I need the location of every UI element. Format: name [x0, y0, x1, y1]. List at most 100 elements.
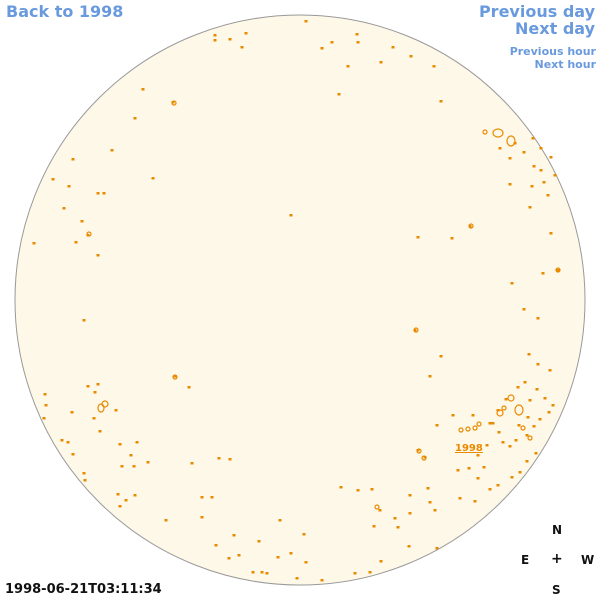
- contour-dash: [549, 232, 553, 235]
- contour-dash: [276, 556, 280, 559]
- contour-dash: [295, 577, 299, 580]
- contour-dash: [133, 494, 137, 497]
- contour-dash: [423, 456, 427, 459]
- contour-dash: [510, 282, 514, 285]
- contour-dash: [516, 386, 520, 389]
- contour-dash: [118, 443, 122, 446]
- contour-dash: [525, 460, 529, 463]
- contour-dash: [508, 157, 512, 160]
- contour-dash: [368, 571, 372, 574]
- next-day-link[interactable]: Next day: [515, 19, 595, 38]
- contour-dash: [251, 571, 255, 574]
- contour-dash: [42, 417, 46, 420]
- contour-dash: [497, 431, 501, 434]
- contour-loop: [465, 426, 471, 432]
- contour-dash: [471, 414, 475, 417]
- contour-dash: [213, 34, 217, 37]
- contour-dash: [114, 409, 118, 412]
- contour-dash: [526, 416, 530, 419]
- active-region-link[interactable]: 1998: [455, 443, 483, 454]
- contour-loop: [527, 435, 533, 441]
- contour-dash: [391, 46, 395, 49]
- contour-dash: [549, 156, 553, 159]
- contour-dash: [408, 494, 412, 497]
- contour-dash: [433, 509, 437, 512]
- contour-dash: [146, 461, 150, 464]
- back-to-year-link[interactable]: Back to 1998: [6, 2, 124, 21]
- contour-loop: [507, 394, 515, 402]
- contour-dash: [514, 439, 518, 442]
- contour-dash: [228, 38, 232, 41]
- contour-dash: [473, 500, 477, 503]
- contour-dash: [96, 192, 100, 195]
- contour-dash: [339, 486, 343, 489]
- contour-dash: [232, 534, 236, 537]
- contour-loop: [421, 455, 427, 461]
- contour-loop: [458, 427, 464, 433]
- contour-dash: [51, 178, 55, 181]
- observation-timestamp: 1998-06-21T03:11:34: [5, 582, 162, 597]
- contour-dash: [80, 220, 84, 223]
- next-hour-link[interactable]: Next hour: [534, 58, 597, 71]
- contour-dash: [498, 147, 502, 150]
- contour-dash: [92, 417, 96, 420]
- contour-dash: [187, 386, 191, 389]
- previous-day-link[interactable]: Previous day: [478, 2, 595, 21]
- contour-loop: [506, 135, 516, 147]
- contour-dash: [416, 449, 420, 452]
- contour-dash: [488, 488, 492, 491]
- contour-loop: [468, 223, 474, 229]
- solar-disk: [14, 14, 586, 586]
- contour-dash: [96, 254, 100, 257]
- contour-dash: [98, 430, 102, 433]
- contour-dash: [456, 469, 460, 472]
- contour-dash: [467, 467, 471, 470]
- compass-south: S: [552, 583, 561, 597]
- contour-dash: [510, 476, 514, 479]
- contour-dash: [416, 236, 420, 239]
- contour-dash: [542, 181, 546, 184]
- contour-loop: [496, 409, 504, 417]
- contour-dash: [355, 33, 359, 36]
- contour-dash: [66, 441, 70, 444]
- contour-dash: [468, 225, 472, 228]
- contour-loop: [374, 504, 380, 510]
- contour-dash: [379, 61, 383, 64]
- contour-dash: [124, 499, 128, 502]
- contour-loop: [172, 374, 178, 380]
- contour-dash: [413, 329, 417, 332]
- contour-dash: [372, 525, 376, 528]
- contour-dash: [240, 46, 244, 49]
- contour-dash: [501, 441, 505, 444]
- contour-dash: [525, 434, 529, 437]
- contour-dash: [213, 39, 217, 42]
- contour-dash: [210, 496, 214, 499]
- contour-dash: [356, 41, 360, 44]
- contour-dash: [133, 117, 137, 120]
- contour-loop: [86, 231, 92, 237]
- contour-loop: [171, 100, 177, 106]
- contour-dash: [534, 452, 538, 455]
- contour-dash: [439, 355, 443, 358]
- contour-loop: [101, 400, 109, 408]
- contour-dash: [171, 101, 175, 104]
- contour-dash: [302, 533, 306, 536]
- contour-dash: [227, 557, 231, 560]
- contour-dash: [173, 375, 177, 378]
- contour-dash: [532, 165, 536, 168]
- contour-loop: [492, 128, 504, 138]
- contour-dash: [496, 484, 500, 487]
- contour-dash: [408, 512, 412, 515]
- previous-hour-link[interactable]: Previous hour: [509, 45, 596, 58]
- contour-dash: [393, 517, 397, 520]
- contour-loop: [472, 425, 478, 431]
- contour-dash: [135, 441, 139, 444]
- contour-dash: [528, 399, 532, 402]
- contour-loop: [416, 448, 422, 454]
- contour-dash: [83, 479, 87, 482]
- contour-dash: [129, 454, 133, 457]
- contour-dash: [96, 383, 100, 386]
- contour-dash: [346, 65, 350, 68]
- contour-dash: [548, 369, 552, 372]
- contour-dash: [70, 411, 74, 414]
